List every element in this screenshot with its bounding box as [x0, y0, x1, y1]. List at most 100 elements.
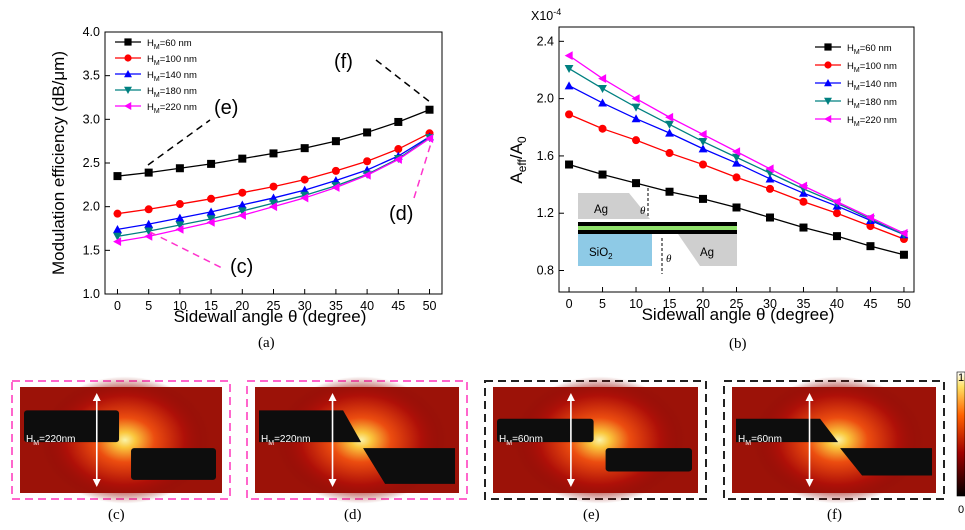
x-tick-label: 5 [145, 299, 152, 313]
data-point [564, 51, 573, 61]
data-point [362, 170, 371, 180]
chart-b-multiplier: X10-4 [531, 7, 561, 23]
data-point [206, 215, 216, 224]
inset-sio2 [578, 234, 652, 266]
data-point [269, 182, 278, 191]
legend-marker [124, 86, 132, 94]
data-point [300, 185, 310, 194]
data-point [238, 154, 247, 163]
inset-waveguide-green [578, 226, 737, 230]
data-point [144, 227, 154, 236]
data-point [425, 134, 434, 143]
y-tick-label: 4.0 [83, 25, 100, 39]
legend-marker [124, 102, 132, 110]
field-hotspot [513, 376, 686, 504]
colorbar-gradient [956, 371, 965, 497]
inset-theta-top: θ [640, 205, 646, 217]
y-tick-label: 2.4 [537, 34, 554, 48]
data-point [899, 228, 908, 238]
data-point [269, 193, 278, 202]
data-point [331, 166, 340, 175]
data-point [665, 128, 674, 137]
height-arrow-head-up [328, 393, 337, 401]
field-map-e: HM=60nm [484, 376, 707, 504]
data-point [144, 219, 154, 228]
inset-ag-bottom-label: Ag [700, 247, 714, 259]
x-tick-label: 20 [235, 299, 249, 313]
inset-waveguide-black-1 [578, 222, 737, 226]
top-metal-block [24, 410, 120, 443]
y-tick-label: 3.5 [83, 69, 100, 83]
data-point [238, 188, 247, 197]
data-point [732, 203, 741, 212]
data-point [393, 155, 402, 164]
data-point [394, 117, 403, 126]
data-point [363, 128, 372, 137]
x-tick-label: 10 [629, 297, 643, 311]
inset-ag-top [578, 193, 650, 219]
data-point [300, 193, 309, 203]
data-point [269, 149, 278, 158]
caption-c: (c) [108, 507, 125, 523]
data-point [832, 209, 841, 218]
data-point [206, 217, 215, 227]
annotation-d: (d) [389, 203, 413, 225]
height-arrow-head-down [328, 479, 337, 487]
data-point [698, 137, 708, 146]
x-tick-label: 25 [267, 299, 281, 313]
x-tick-label: 20 [696, 297, 710, 311]
data-point [632, 136, 641, 145]
data-point [394, 145, 403, 154]
caption-b: (b) [729, 336, 747, 352]
legend-marker [824, 115, 832, 123]
x-tick-label: 25 [730, 297, 744, 311]
data-point [632, 179, 641, 188]
data-point [899, 250, 908, 259]
data-point [765, 184, 774, 193]
data-point [144, 205, 153, 214]
data-point [113, 172, 122, 181]
data-point [331, 183, 340, 192]
data-point [564, 81, 574, 90]
data-point [665, 187, 674, 196]
data-point [699, 160, 708, 169]
data-point [765, 213, 774, 222]
top-metal-block [736, 418, 839, 443]
data-point [175, 221, 185, 230]
x-tick-label: 15 [663, 297, 677, 311]
data-point [799, 223, 808, 232]
height-arrow-head-down [566, 479, 575, 487]
legend-label: HM=180 nm [847, 97, 897, 110]
data-point [598, 98, 607, 107]
data-point [565, 110, 574, 119]
data-point [598, 170, 607, 179]
legend-marker [824, 79, 832, 87]
annotation-f-leader [375, 59, 431, 103]
y-tick-label: 2.0 [537, 92, 554, 106]
data-point [300, 175, 309, 184]
colorbar-top-label: 1 [958, 372, 964, 384]
data-point [237, 211, 246, 220]
inset-waveguide-black-2 [578, 230, 737, 234]
data-point [206, 207, 216, 216]
y-tick-label: 3.0 [83, 112, 100, 126]
data-point [732, 173, 741, 182]
bottom-metal-block [840, 448, 932, 476]
data-point [175, 200, 184, 209]
field-map-label: HM=220nm [26, 434, 76, 447]
x-tick-label: 30 [763, 297, 777, 311]
data-point [665, 120, 674, 129]
legend-marker [824, 61, 832, 69]
legend-label: HM=220 nm [147, 102, 197, 115]
field-map-label: HM=60nm [738, 434, 782, 447]
legend-label: HM=180 nm [147, 86, 197, 99]
x-tick-label: 50 [897, 297, 911, 311]
chart-a-ylabel: Modulation efficiency (dB/μm) [49, 51, 68, 275]
chart-a-legend: HM=60 nm HM=100 nm HM=140 nm HM=180 nm HM=22… [115, 38, 197, 115]
data-point [598, 84, 607, 93]
data-point [237, 200, 247, 209]
bottom-metal-block [131, 448, 216, 480]
y-tick-label: 1.5 [83, 243, 100, 257]
legend-label: HM=140 nm [147, 70, 197, 83]
data-point [866, 222, 875, 231]
